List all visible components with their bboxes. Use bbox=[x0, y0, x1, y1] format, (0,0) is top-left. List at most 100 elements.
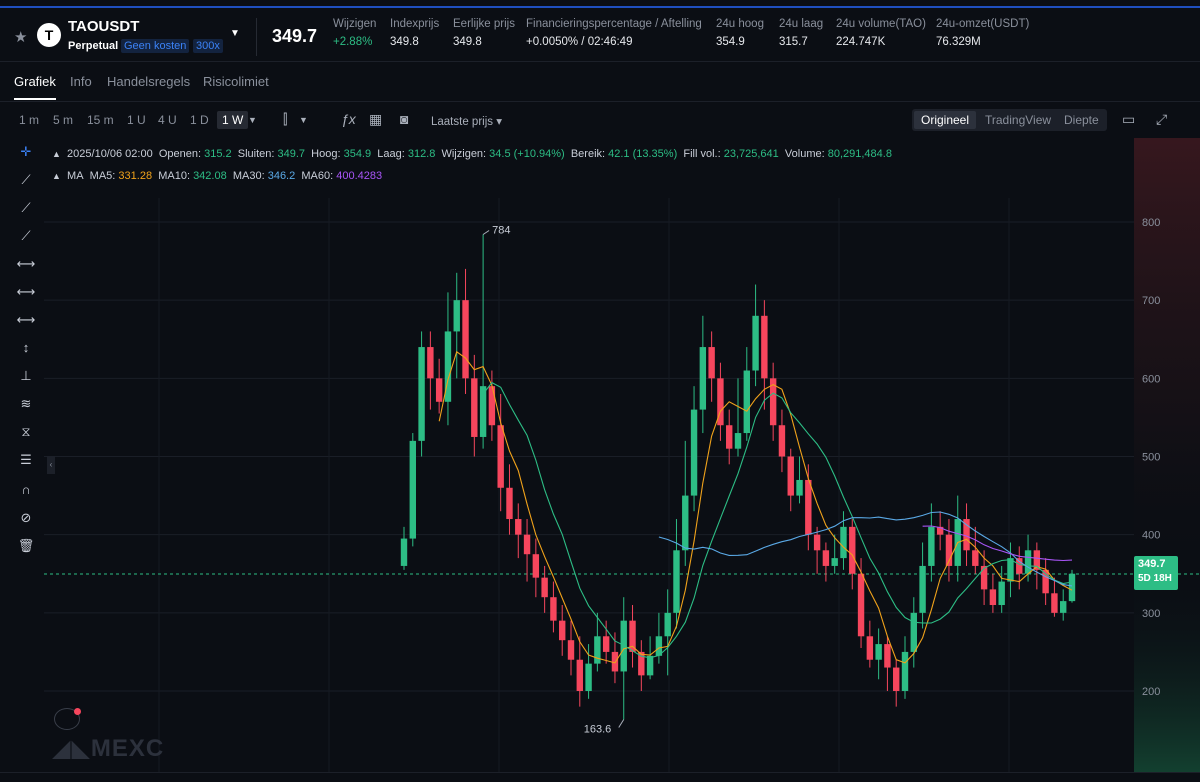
trash-icon[interactable]: 🗑 bbox=[17, 538, 35, 553]
timeframe-5m[interactable]: 5 m bbox=[53, 113, 74, 127]
crosshair-icon[interactable]: ✛ bbox=[20, 144, 32, 159]
stat-funding-rate: Financieringspercentage / Aftelling +0.00… bbox=[526, 18, 702, 48]
candle-up bbox=[664, 612, 671, 637]
max-annotation-pointer bbox=[482, 230, 490, 235]
chart-toolbar: 1 m 5 m 15 m 1 U 4 U 1 D 1 W ▼ ⫿ ▼ ƒx ▦ … bbox=[0, 102, 1200, 138]
fib-icon[interactable]: ≋ bbox=[20, 396, 32, 411]
candle-up bbox=[479, 386, 487, 437]
candle-up bbox=[400, 538, 408, 566]
horizontal-line-icon[interactable]: ⟷ bbox=[16, 256, 36, 271]
candle-down bbox=[963, 519, 970, 551]
candle-down bbox=[638, 651, 645, 676]
y-tick-label: 600 bbox=[1142, 373, 1160, 385]
notification-icon[interactable] bbox=[54, 708, 80, 730]
candle-down bbox=[708, 347, 715, 379]
candle-down bbox=[893, 667, 900, 691]
candle-down bbox=[488, 386, 496, 426]
ma-collapse-icon[interactable]: ▲ bbox=[52, 171, 61, 181]
ohlc-legend: ▲ 2025/10/06 02:00 Openen: 315.2 Sluiten… bbox=[52, 148, 892, 160]
candle-down bbox=[980, 565, 988, 590]
view-original[interactable]: Origineel bbox=[914, 111, 977, 129]
min-price-annotation: 163.6 bbox=[584, 723, 612, 735]
candle-down bbox=[989, 589, 997, 606]
candle-up bbox=[673, 550, 680, 613]
timeframe-1d[interactable]: 1 D bbox=[190, 113, 209, 127]
symbol-dropdown-icon[interactable]: ▼ bbox=[230, 28, 240, 39]
candle-down bbox=[787, 456, 794, 496]
tab-info[interactable]: Info bbox=[70, 74, 92, 89]
price-range-icon[interactable]: ⊥ bbox=[20, 368, 32, 383]
candle-down bbox=[611, 651, 619, 672]
layout-icon[interactable]: ▦ bbox=[369, 111, 383, 127]
candle-up bbox=[594, 636, 601, 664]
candle-up bbox=[1060, 601, 1067, 613]
fullscreen-icon[interactable]: ⤢ bbox=[1156, 111, 1168, 127]
candle-down bbox=[523, 534, 531, 555]
tab-chart[interactable]: Grafiek bbox=[14, 74, 56, 89]
indicators-fx-icon[interactable]: ƒx bbox=[341, 111, 356, 127]
timeframe-1h[interactable]: 1 U bbox=[127, 113, 146, 127]
timeframe-15m[interactable]: 15 m bbox=[87, 113, 114, 127]
extended-line-icon[interactable]: ⟋ bbox=[21, 228, 31, 243]
timeframe-4h[interactable]: 4 U bbox=[158, 113, 177, 127]
chart-canvas[interactable]: 800 700 600 500 400 300 200 784 163.6 bbox=[44, 138, 1200, 772]
bottom-ticker-strip bbox=[0, 772, 1200, 782]
candle-up bbox=[831, 558, 838, 566]
vertical-line-icon[interactable]: ↕ bbox=[22, 340, 30, 355]
tab-trading-rules[interactable]: Handelsregels bbox=[107, 74, 191, 89]
candle-down bbox=[822, 550, 830, 566]
horizontal-ray-icon[interactable]: ⟷ bbox=[16, 284, 36, 299]
candle-down bbox=[427, 347, 434, 379]
trendline-icon[interactable]: ⟋ bbox=[21, 172, 31, 187]
candle-type-icon[interactable]: ⫿ bbox=[283, 111, 288, 127]
view-depth[interactable]: Diepte bbox=[1064, 113, 1099, 127]
candle-down bbox=[629, 620, 636, 652]
ma5-line bbox=[438, 350, 1073, 664]
candle-up bbox=[928, 526, 935, 566]
magnet-icon[interactable]: ∩ bbox=[21, 482, 31, 497]
candle-up bbox=[796, 479, 803, 496]
ma60-line bbox=[922, 525, 1073, 562]
collapse-toolbar-icon[interactable]: ‹ bbox=[47, 456, 55, 474]
timeframe-1m[interactable]: 1 m bbox=[19, 113, 40, 127]
candle-up bbox=[840, 526, 847, 559]
candle-up bbox=[585, 663, 592, 691]
timeframe-1w[interactable]: 1 W bbox=[217, 111, 249, 129]
coin-logo-icon: T bbox=[37, 23, 61, 47]
ticker-header: ★ T TAOUSDT Perpetual Geen kosten 300x ▼… bbox=[0, 8, 1200, 62]
header-divider bbox=[256, 18, 257, 56]
stat-24h-turnover: 24u-omzet(USDT) 76.329M bbox=[936, 18, 1030, 48]
candle-down bbox=[717, 378, 724, 426]
candle-type-dropdown-icon[interactable]: ▼ bbox=[299, 115, 308, 125]
candle-down bbox=[936, 526, 944, 535]
stat-24h-low: 24u laag 315.7 bbox=[779, 18, 824, 48]
symbol-name[interactable]: TAOUSDT bbox=[68, 18, 140, 35]
drawing-tools: ✛ ⟋ ⟋ ⟋ ⟷ ⟷ ⟷ ↕ ⊥ ≋ ⧖ ☰ ∩ ⊘ 🗑 bbox=[0, 138, 44, 778]
camera-icon[interactable]: ◙ bbox=[400, 111, 409, 127]
tab-risk-limit[interactable]: Risicolimiet bbox=[203, 74, 269, 89]
candlestick-chart[interactable]: 800 700 600 500 400 300 200 784 163.6 ▲ 2025/10… bbox=[44, 138, 1200, 772]
candle-up bbox=[699, 347, 707, 410]
legend-collapse-icon[interactable]: ▲ bbox=[52, 149, 61, 159]
price-type-select[interactable]: Laatste prijs ▾ bbox=[431, 116, 502, 128]
candle-down bbox=[726, 425, 733, 449]
list-icon[interactable]: ☰ bbox=[20, 452, 32, 467]
parallel-channel-icon[interactable]: ⟷ bbox=[16, 312, 36, 327]
candle-down bbox=[471, 378, 478, 437]
timeframe-dropdown-icon[interactable]: ▼ bbox=[248, 115, 257, 125]
star-icon[interactable]: ★ bbox=[14, 29, 28, 46]
ma10-line bbox=[482, 381, 1073, 659]
hide-icon[interactable]: ⊘ bbox=[20, 510, 32, 525]
candle-down bbox=[602, 636, 610, 652]
candle-up bbox=[682, 495, 689, 551]
panel-icon[interactable]: ▭ bbox=[1122, 111, 1136, 127]
y-tick-label: 800 bbox=[1142, 217, 1160, 229]
pattern-icon[interactable]: ⧖ bbox=[21, 424, 31, 439]
stat-change: Wijzigen +2.88% bbox=[333, 18, 377, 48]
candle-down bbox=[849, 526, 856, 574]
candle-up bbox=[910, 612, 917, 652]
candle-up bbox=[901, 651, 909, 691]
candle-down bbox=[559, 620, 566, 641]
view-tradingview[interactable]: TradingView bbox=[985, 113, 1052, 127]
ray-icon[interactable]: ⟋ bbox=[21, 200, 31, 215]
